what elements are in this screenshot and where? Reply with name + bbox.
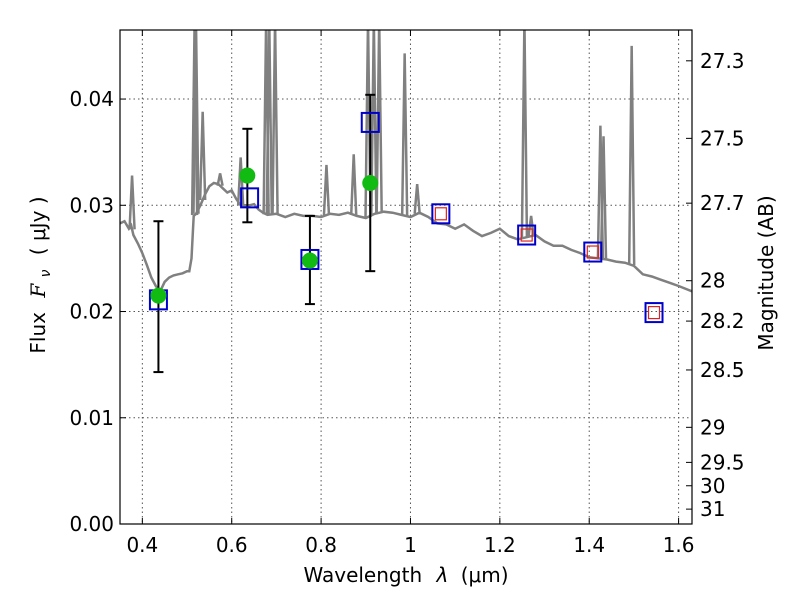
plot-area	[120, 30, 692, 374]
emission-line	[599, 136, 608, 260]
emission-line	[375, 30, 383, 213]
y2-tick-label: 27.7	[700, 191, 745, 215]
x-tick-label: 1.6	[663, 533, 695, 557]
observed-point	[301, 252, 318, 269]
x-tick-label: 1.2	[484, 533, 516, 557]
observed-point	[150, 287, 167, 304]
y-tick-label: 0.00	[69, 512, 114, 536]
model-photometry-square	[431, 203, 451, 225]
plot-frame	[119, 29, 693, 525]
y2-tick-label: 30	[700, 474, 725, 498]
y-tick-label: 0.02	[69, 300, 114, 324]
y-axis-label-subscript: ν	[38, 269, 54, 277]
model-photometry-square	[300, 248, 320, 270]
model-photometry-square	[517, 224, 537, 246]
emission-line	[216, 173, 224, 186]
template-spectrum	[120, 181, 692, 294]
y2-axis-label: Magnitude (AB)	[754, 195, 778, 350]
x-tick-label: 0.4	[126, 533, 158, 557]
model-photometry-inner-square	[520, 228, 533, 242]
model-photometry-inner-square	[647, 305, 661, 320]
y-axis-label-text: Flux	[26, 312, 50, 354]
emission-line	[400, 53, 409, 216]
axes-ticks: 0.4 0.6 0.8 1 1.2 1.4 1.6 0.00 0.01 0.02 0.03 0.04 2…	[69, 30, 745, 557]
y2-tick-label: 28.2	[700, 309, 745, 333]
x-tick-label: 1	[404, 533, 417, 557]
emission-line	[265, 30, 274, 215]
x-axis-label-unit: (μm)	[461, 563, 509, 587]
y-tick-label: 0.01	[69, 406, 114, 430]
y-tick-label: 0.04	[69, 87, 114, 111]
emission-line	[349, 154, 358, 215]
x-axis-label: Wavelength λ (μm)	[303, 563, 508, 587]
x-axis-label-text: Wavelength	[303, 563, 422, 587]
y-axis-label-unit: ( μJy )	[26, 196, 50, 255]
model-photometry-square	[644, 302, 664, 324]
model-photometry-square	[360, 111, 380, 133]
model-photometry-square	[240, 187, 260, 209]
emission-line	[322, 164, 331, 216]
y-axis-label: Flux F ν ( μJy )	[26, 196, 55, 353]
y2-tick-label: 31	[700, 497, 725, 521]
observed-point	[362, 174, 379, 191]
x-tick-label: 0.8	[305, 533, 337, 557]
x-tick-label: 0.6	[216, 533, 248, 557]
y2-tick-label: 27.3	[700, 49, 745, 73]
y2-tick-label: 29.5	[700, 450, 745, 474]
y2-tick-label: 28.5	[700, 358, 745, 382]
emission-line	[198, 111, 207, 201]
y-axis-label-symbol: F	[26, 283, 50, 299]
observed-point	[239, 167, 256, 184]
model-photometry-inner-square	[586, 245, 599, 259]
y-tick-label: 0.03	[69, 193, 114, 217]
y2-tick-label: 28	[700, 269, 725, 293]
emission-line	[271, 30, 279, 214]
emission-line	[520, 30, 529, 238]
x-axis-label-symbol: λ	[436, 563, 449, 587]
emission-line	[413, 183, 421, 214]
model-photometry-square	[583, 241, 603, 263]
y2-tick-label: 29	[700, 415, 725, 439]
emission-line	[236, 157, 245, 206]
emission-line	[192, 30, 200, 214]
x-tick-label: 1.4	[573, 533, 605, 557]
emission-line	[128, 175, 136, 230]
emission-line	[190, 30, 199, 216]
emission-line	[370, 30, 378, 215]
model-photometry-inner-square	[434, 207, 447, 221]
y2-tick-label: 27.5	[700, 126, 745, 150]
emission-line	[627, 45, 636, 266]
